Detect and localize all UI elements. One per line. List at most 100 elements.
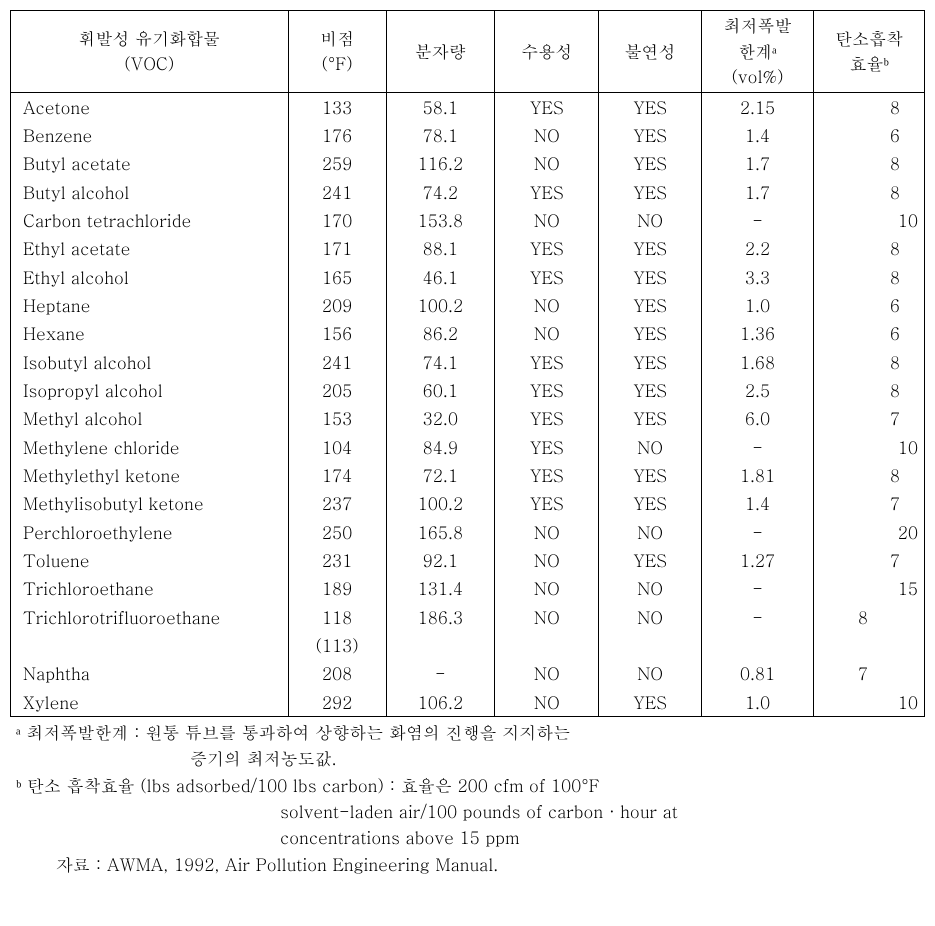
cell-bp: 205 [288, 376, 386, 404]
cell-mw: 131.4 [386, 574, 495, 602]
header-voc: 휘발성 유기화합물(VOC) [11, 11, 289, 93]
cell-ads: 7 [814, 404, 925, 432]
cell-voc: Toluene [11, 546, 289, 574]
cell-flam: YES [599, 149, 701, 177]
cell-voc: Ethyl acetate [11, 234, 289, 262]
cell-lel [701, 631, 814, 659]
cell-sol: YES [495, 92, 599, 121]
table-row: Hexane15686.2NOYES1.366 [11, 319, 925, 347]
cell-mw: 153.8 [386, 206, 495, 234]
footnote-a: ᵃ 최저폭발한계 : 원통 튜브를 통과하여 상향하는 화염의 진행을 지지하는 [10, 719, 925, 745]
cell-mw: 74.2 [386, 178, 495, 206]
cell-ads: 8 [814, 234, 925, 262]
cell-ads: 6 [814, 121, 925, 149]
cell-lel: 3.3 [701, 263, 814, 291]
cell-bp: 237 [288, 489, 386, 517]
cell-flam: YES [599, 234, 701, 262]
cell-mw: - [386, 659, 495, 687]
cell-mw: 74.1 [386, 348, 495, 376]
cell-sol: NO [495, 518, 599, 546]
cell-flam: YES [599, 348, 701, 376]
cell-flam: YES [599, 319, 701, 347]
cell-flam: YES [599, 489, 701, 517]
cell-lel: 1.0 [701, 291, 814, 319]
cell-voc: Perchloroethylene [11, 518, 289, 546]
cell-sol: YES [495, 348, 599, 376]
cell-bp: 165 [288, 263, 386, 291]
cell-ads: 8 [814, 178, 925, 206]
table-row: Xylene292106.2NOYES1.010 [11, 688, 925, 717]
cell-lel: 1.36 [701, 319, 814, 347]
cell-bp: (113) [288, 631, 386, 659]
table-row: Carbon tetrachloride170153.8NONO-10 [11, 206, 925, 234]
cell-sol: NO [495, 546, 599, 574]
cell-voc: Isopropyl alcohol [11, 376, 289, 404]
cell-flam: YES [599, 92, 701, 121]
table-row: Methyl alcohol15332.0YESYES6.07 [11, 404, 925, 432]
cell-lel: 1.7 [701, 149, 814, 177]
table-row: Ethyl alcohol16546.1YESYES3.38 [11, 263, 925, 291]
cell-voc: Ethyl alcohol [11, 263, 289, 291]
cell-mw: 186.3 [386, 603, 495, 631]
cell-bp: 250 [288, 518, 386, 546]
header-bp: 비점(°F) [288, 11, 386, 93]
cell-bp: 231 [288, 546, 386, 574]
cell-sol: NO [495, 603, 599, 631]
cell-ads: 7 [814, 546, 925, 574]
cell-voc: Naphtha [11, 659, 289, 687]
cell-flam: NO [599, 603, 701, 631]
cell-flam: YES [599, 263, 701, 291]
cell-voc: Trichlorotrifluoroethane [11, 603, 289, 631]
table-row: Naphtha208-NONO0.817 [11, 659, 925, 687]
cell-lel: 6.0 [701, 404, 814, 432]
table-header: 휘발성 유기화합물(VOC) 비점(°F) 분자량 수용성 불연성 최저폭발한계… [11, 11, 925, 93]
cell-bp: 170 [288, 206, 386, 234]
cell-bp: 259 [288, 149, 386, 177]
header-sol: 수용성 [495, 11, 599, 93]
table-row: Ethyl acetate17188.1YESYES2.28 [11, 234, 925, 262]
cell-mw: 32.0 [386, 404, 495, 432]
cell-sol: NO [495, 659, 599, 687]
cell-lel: 1.81 [701, 461, 814, 489]
cell-mw: 60.1 [386, 376, 495, 404]
header-mw: 분자량 [386, 11, 495, 93]
cell-sol [495, 631, 599, 659]
cell-sol: YES [495, 489, 599, 517]
cell-sol: NO [495, 121, 599, 149]
cell-bp: 153 [288, 404, 386, 432]
cell-flam: YES [599, 404, 701, 432]
table-row: Isopropyl alcohol20560.1YESYES2.58 [11, 376, 925, 404]
cell-bp: 171 [288, 234, 386, 262]
cell-ads [814, 631, 925, 659]
cell-mw: 58.1 [386, 92, 495, 121]
cell-sol: NO [495, 574, 599, 602]
cell-lel: 1.4 [701, 489, 814, 517]
cell-ads: 8 [814, 461, 925, 489]
cell-lel: 2.5 [701, 376, 814, 404]
header-lel: 최저폭발한계ᵃ(vol%) [701, 11, 814, 93]
cell-bp: 241 [288, 178, 386, 206]
cell-ads: 10 [814, 688, 925, 717]
cell-lel: 2.15 [701, 92, 814, 121]
cell-ads: 10 [814, 433, 925, 461]
cell-bp: 156 [288, 319, 386, 347]
cell-flam: YES [599, 178, 701, 206]
table-row: Heptane209100.2NOYES1.06 [11, 291, 925, 319]
cell-bp: 189 [288, 574, 386, 602]
cell-bp: 174 [288, 461, 386, 489]
voc-table: 휘발성 유기화합물(VOC) 비점(°F) 분자량 수용성 불연성 최저폭발한계… [10, 10, 925, 717]
cell-lel: 1.4 [701, 121, 814, 149]
table-row: Toluene23192.1NOYES1.277 [11, 546, 925, 574]
cell-lel: 0.81 [701, 659, 814, 687]
cell-mw: 116.2 [386, 149, 495, 177]
cell-flam: NO [599, 574, 701, 602]
cell-voc: Methyl alcohol [11, 404, 289, 432]
cell-ads: 7 [814, 659, 925, 687]
cell-lel: - [701, 433, 814, 461]
cell-mw: 100.2 [386, 291, 495, 319]
table-row: Butyl alcohol24174.2YESYES1.78 [11, 178, 925, 206]
cell-lel: 1.0 [701, 688, 814, 717]
cell-bp: 118 [288, 603, 386, 631]
cell-sol: YES [495, 461, 599, 489]
cell-flam: YES [599, 376, 701, 404]
